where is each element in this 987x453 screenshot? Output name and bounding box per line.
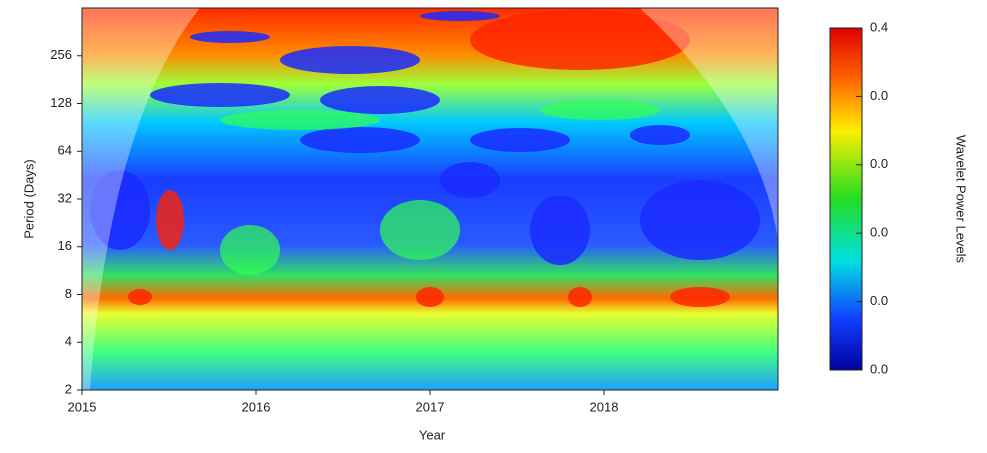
colorbar-tick-label: 0.0: [870, 225, 888, 240]
colorbar-tick-label: 0.0: [870, 293, 888, 308]
colorbar-tick-label: 0.0: [870, 88, 888, 103]
colorbar-tick-label: 0.0: [870, 361, 888, 376]
y-tick-label: 8: [65, 286, 72, 301]
y-tick-label: 128: [50, 95, 72, 110]
x-tick-label: 2017: [416, 399, 445, 414]
x-tick-label: 2016: [242, 399, 271, 414]
chart: Year Period (Days) Wavelet Power Levels …: [0, 0, 987, 448]
y-tick-label: 64: [58, 143, 72, 158]
y-tick-label: 256: [50, 47, 72, 62]
x-tick-label: 2018: [590, 399, 619, 414]
heatmap: [82, 8, 778, 390]
colorbar: [830, 28, 862, 370]
colorbar-tick-label: 0.4: [870, 19, 888, 34]
colorbar-tick-label: 0.0: [870, 156, 888, 171]
x-axis-label: Year: [419, 427, 446, 442]
y-tick-label: 2: [65, 381, 72, 396]
x-tick-label: 2015: [68, 399, 97, 414]
y-tick-label: 4: [65, 334, 72, 349]
colorbar-label: Wavelet Power Levels: [954, 135, 969, 264]
y-axis-label: Period (Days): [21, 159, 36, 238]
y-tick-label: 32: [58, 190, 72, 205]
y-tick-label: 16: [58, 238, 72, 253]
